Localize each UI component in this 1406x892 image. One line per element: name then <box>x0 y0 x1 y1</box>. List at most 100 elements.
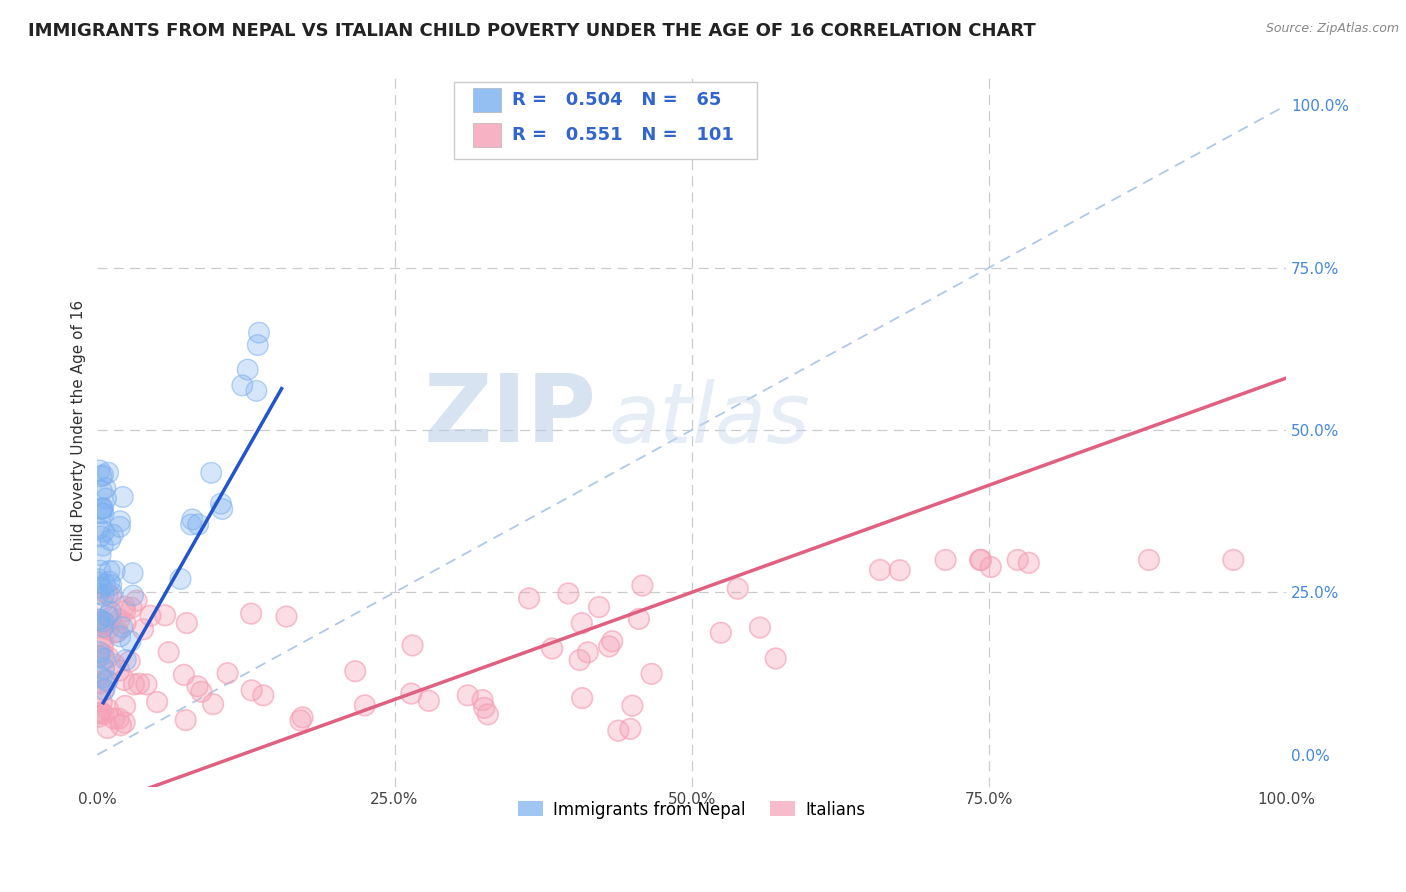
Point <box>107 624 129 639</box>
Point <box>98 564 121 578</box>
Point <box>111 620 134 634</box>
Point <box>94 491 117 506</box>
Point <box>710 625 733 640</box>
Point <box>118 654 141 668</box>
Point <box>202 697 225 711</box>
Point <box>110 718 132 732</box>
Point <box>89 564 111 578</box>
Point <box>889 563 911 577</box>
Point <box>748 621 770 635</box>
Point <box>93 507 115 521</box>
Point <box>98 574 121 589</box>
Point <box>209 497 232 511</box>
Point <box>112 673 135 687</box>
Point <box>101 527 124 541</box>
Point <box>108 612 131 626</box>
Point <box>114 715 136 730</box>
Point <box>120 634 142 648</box>
Point <box>571 691 593 706</box>
Point <box>344 664 367 678</box>
Point <box>90 695 112 709</box>
Point <box>89 635 111 649</box>
Point <box>240 607 263 621</box>
Point <box>100 578 122 592</box>
Point <box>557 586 579 600</box>
Point <box>174 713 197 727</box>
Point <box>200 466 222 480</box>
Point <box>135 677 157 691</box>
Point <box>139 608 162 623</box>
Point <box>576 645 599 659</box>
Point <box>627 612 650 626</box>
Point <box>94 577 117 591</box>
Point <box>291 710 314 724</box>
Point <box>108 629 131 643</box>
Point <box>122 677 145 691</box>
Point <box>101 527 124 541</box>
Point <box>97 702 120 716</box>
Point <box>104 564 127 578</box>
Point <box>727 582 749 596</box>
Point <box>935 553 957 567</box>
Point <box>418 694 440 708</box>
Point <box>111 490 134 504</box>
Point <box>1018 556 1040 570</box>
Point <box>120 634 142 648</box>
Point <box>187 517 209 532</box>
Point <box>93 648 115 662</box>
Point <box>90 501 112 516</box>
Point <box>1222 553 1244 567</box>
Point <box>517 591 540 606</box>
Point <box>1137 553 1160 567</box>
Point <box>209 497 232 511</box>
Point <box>132 623 155 637</box>
Point <box>90 581 112 595</box>
Point <box>93 524 115 539</box>
Point <box>290 714 312 728</box>
Point <box>90 501 112 516</box>
Point <box>153 608 176 623</box>
Point <box>93 616 115 631</box>
Point <box>91 501 114 516</box>
Point <box>97 587 120 601</box>
Point <box>640 666 662 681</box>
Point <box>472 701 495 715</box>
Point <box>89 613 111 627</box>
Point <box>91 640 114 655</box>
Point <box>93 682 115 697</box>
Point <box>90 483 112 498</box>
Point <box>169 572 191 586</box>
Point <box>869 563 891 577</box>
Point <box>980 560 1002 574</box>
Point <box>91 468 114 483</box>
Point <box>94 577 117 591</box>
Point <box>96 673 118 688</box>
Point <box>135 677 157 691</box>
Point <box>87 575 110 590</box>
Point <box>89 709 111 723</box>
Point <box>87 618 110 632</box>
Point <box>246 338 269 352</box>
Legend: Immigrants from Nepal, Italians: Immigrants from Nepal, Italians <box>512 794 872 825</box>
Point <box>765 651 787 665</box>
Point <box>169 572 191 586</box>
Point <box>114 616 136 631</box>
Point <box>97 609 120 624</box>
Point <box>245 384 267 398</box>
Point <box>231 378 253 392</box>
Point <box>103 712 125 726</box>
Point <box>969 553 991 567</box>
Point <box>621 698 644 713</box>
Point <box>128 677 150 691</box>
Point <box>935 553 957 567</box>
Point <box>90 706 112 720</box>
Point <box>97 466 120 480</box>
Point <box>94 481 117 495</box>
Point <box>90 548 112 562</box>
Point <box>970 553 993 567</box>
Point <box>100 605 122 619</box>
Point <box>139 608 162 623</box>
Point <box>100 586 122 600</box>
Point <box>200 466 222 480</box>
Point <box>100 578 122 592</box>
